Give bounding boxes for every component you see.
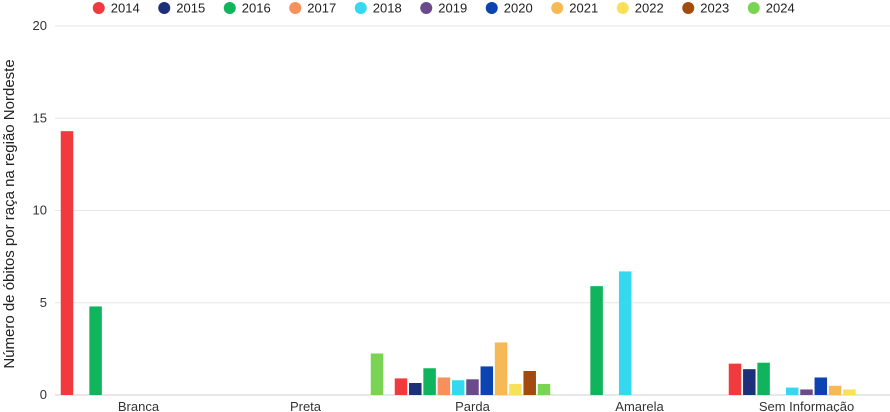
- bars: [60, 131, 856, 396]
- y-tick-label: 0: [40, 387, 47, 402]
- x-tick-label: Preta: [290, 399, 322, 412]
- legend-marker: [92, 2, 105, 14]
- bar-2016-amarela: [590, 286, 603, 395]
- y-tick-label: 20: [33, 18, 47, 33]
- legend-marker: [158, 2, 171, 14]
- bar-2018-sem-informação: [785, 387, 799, 395]
- bar-2014-sem-informação: [728, 363, 742, 395]
- legend-label: 2018: [373, 1, 402, 16]
- bar-2022-sem-informação: [843, 389, 856, 395]
- y-tick-labels: 0 5 10 15 20: [33, 18, 47, 402]
- legend-label: 2021: [569, 1, 598, 16]
- bar-2024-parda: [537, 383, 551, 395]
- x-tick-label: Sem Informação: [759, 399, 854, 412]
- legend-item-2014[interactable]: 2014: [92, 1, 140, 16]
- legend-marker: [420, 2, 433, 14]
- legend-marker: [485, 2, 498, 14]
- x-tick-label: Amarela: [615, 399, 664, 412]
- bar-2021-parda: [494, 342, 508, 395]
- legend-item-2023[interactable]: 2023: [682, 1, 729, 16]
- legend-label: 2014: [111, 1, 140, 16]
- legend-label: 2022: [635, 1, 664, 16]
- legend-marker: [354, 2, 367, 14]
- legend-marker: [223, 2, 236, 14]
- legend: 2014 2015 2016 2017 2018 2019 2020 2021 2022 2023…: [92, 1, 795, 16]
- bar-2020-parda: [480, 366, 494, 395]
- legend-marker: [551, 2, 564, 14]
- y-tick-label: 10: [33, 203, 47, 218]
- bar-2015-parda: [409, 383, 422, 395]
- bar-2023-parda: [523, 371, 536, 395]
- legend-item-2020[interactable]: 2020: [485, 1, 533, 16]
- bar-2018-amarela: [618, 271, 632, 395]
- legend-marker: [682, 2, 695, 14]
- bar-2021-sem-informação: [828, 385, 842, 395]
- legend-marker: [747, 2, 760, 14]
- bar-2014-parda: [394, 378, 408, 395]
- bar-2016-branca: [89, 306, 102, 395]
- bar-2016-parda: [423, 368, 436, 395]
- legend-marker: [616, 2, 629, 14]
- legend-label: 2019: [438, 1, 467, 16]
- bar-2019-parda: [466, 379, 479, 395]
- legend-item-2018[interactable]: 2018: [354, 1, 402, 16]
- legend-item-2021[interactable]: 2021: [551, 1, 598, 16]
- x-tick-labels: Branca Preta Parda Amarela Sem Informação: [118, 399, 854, 412]
- legend-marker: [289, 2, 302, 14]
- x-tick-label: Branca: [118, 399, 160, 412]
- legend-item-2022[interactable]: 2022: [616, 1, 664, 16]
- bar-2018-parda: [451, 380, 465, 395]
- bar-2019-sem-informação: [800, 389, 813, 395]
- grid-lines: [55, 25, 890, 396]
- legend-label: 2024: [766, 1, 795, 16]
- legend-label: 2017: [307, 1, 336, 16]
- bar-2020-sem-informação: [814, 377, 828, 395]
- legend-label: 2015: [176, 1, 205, 16]
- legend-item-2024[interactable]: 2024: [747, 1, 795, 16]
- bar-2014-branca: [60, 131, 74, 396]
- bar-2015-sem-informação: [743, 369, 756, 395]
- bar-2016-sem-informação: [757, 362, 770, 395]
- bar-2017-parda: [437, 377, 451, 395]
- y-tick-label: 15: [33, 110, 47, 125]
- bar-2024-preta: [370, 353, 384, 395]
- legend-label: 2020: [504, 1, 533, 16]
- legend-label: 2023: [700, 1, 729, 16]
- legend-item-2019[interactable]: 2019: [420, 1, 467, 16]
- legend-label: 2016: [242, 1, 271, 16]
- x-tick-label: Parda: [455, 399, 490, 412]
- legend-item-2016[interactable]: 2016: [223, 1, 271, 16]
- y-tick-label: 5: [40, 295, 47, 310]
- legend-item-2017[interactable]: 2017: [289, 1, 336, 16]
- y-axis-label: Número de óbitos por raça na região Nord…: [1, 59, 18, 368]
- bar-2022-parda: [509, 383, 522, 395]
- legend-item-2015[interactable]: 2015: [158, 1, 205, 16]
